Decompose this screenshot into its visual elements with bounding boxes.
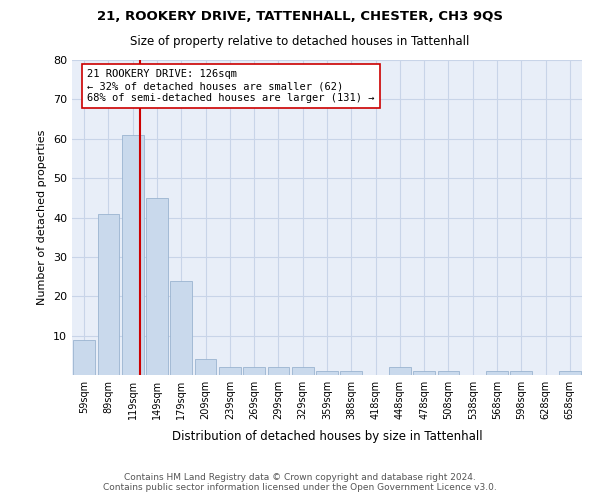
- Bar: [219, 367, 241, 375]
- Bar: [268, 367, 289, 375]
- Bar: [243, 367, 265, 375]
- Bar: [170, 280, 192, 375]
- Bar: [559, 371, 581, 375]
- Bar: [316, 371, 338, 375]
- Text: Contains HM Land Registry data © Crown copyright and database right 2024.
Contai: Contains HM Land Registry data © Crown c…: [103, 473, 497, 492]
- Bar: [146, 198, 168, 375]
- X-axis label: Distribution of detached houses by size in Tattenhall: Distribution of detached houses by size …: [172, 430, 482, 443]
- Bar: [340, 371, 362, 375]
- Bar: [511, 371, 532, 375]
- Bar: [389, 367, 411, 375]
- Bar: [122, 135, 143, 375]
- Y-axis label: Number of detached properties: Number of detached properties: [37, 130, 47, 305]
- Bar: [437, 371, 460, 375]
- Bar: [292, 367, 314, 375]
- Text: 21, ROOKERY DRIVE, TATTENHALL, CHESTER, CH3 9QS: 21, ROOKERY DRIVE, TATTENHALL, CHESTER, …: [97, 10, 503, 23]
- Bar: [97, 214, 119, 375]
- Bar: [73, 340, 95, 375]
- Text: Size of property relative to detached houses in Tattenhall: Size of property relative to detached ho…: [130, 35, 470, 48]
- Bar: [194, 359, 217, 375]
- Bar: [486, 371, 508, 375]
- Text: 21 ROOKERY DRIVE: 126sqm
← 32% of detached houses are smaller (62)
68% of semi-d: 21 ROOKERY DRIVE: 126sqm ← 32% of detach…: [88, 70, 375, 102]
- Bar: [413, 371, 435, 375]
